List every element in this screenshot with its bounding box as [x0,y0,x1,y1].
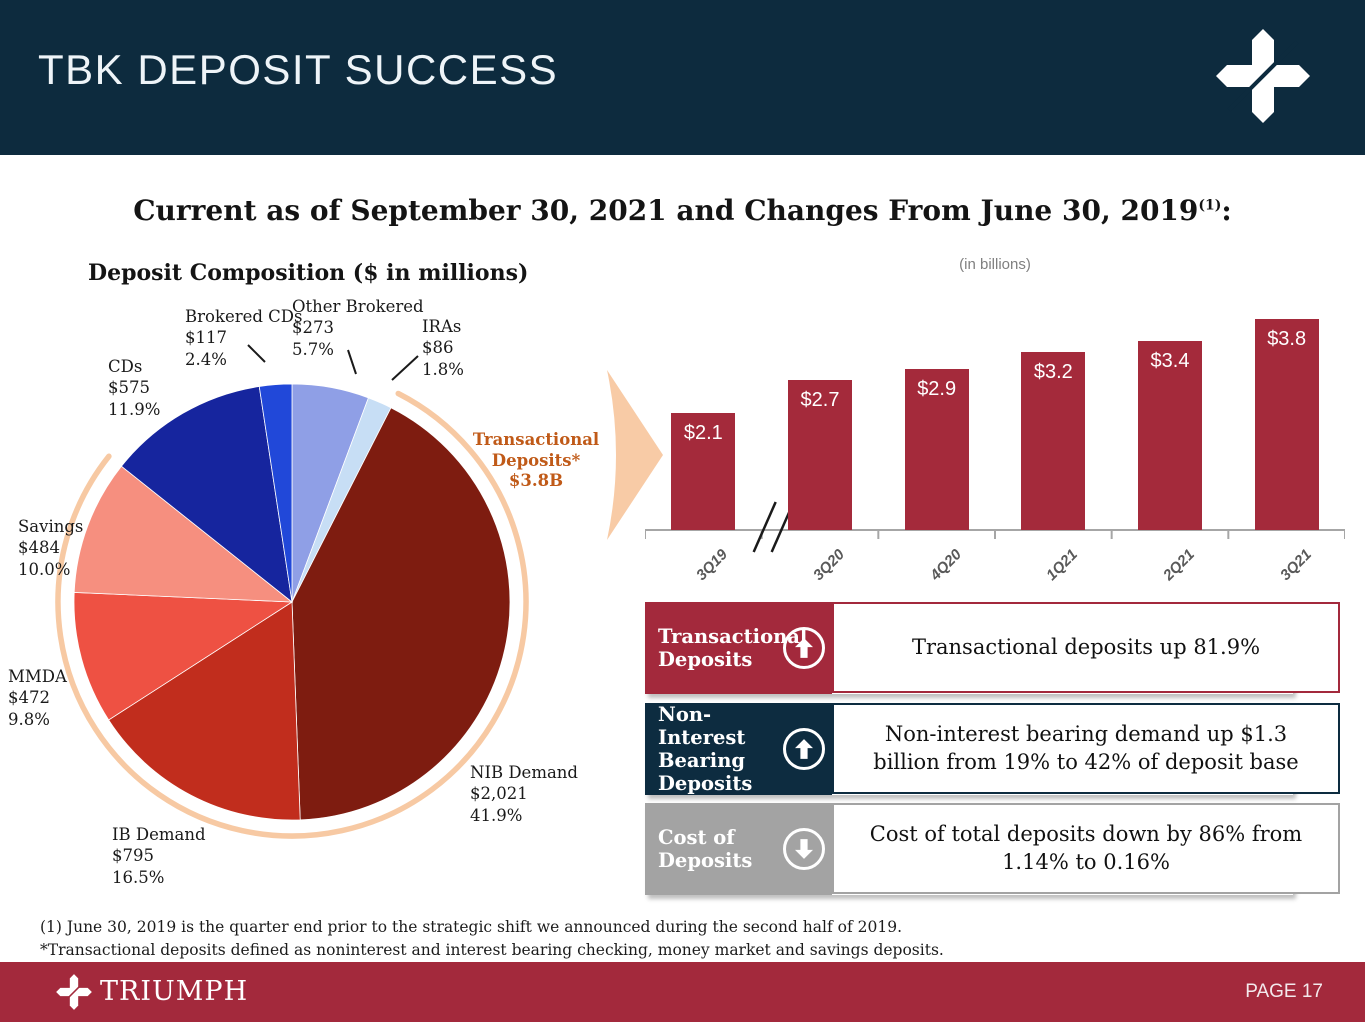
bar-4Q20: $2.9 [904,369,969,530]
footer-logo-icon [56,974,92,1010]
leader-line-other-brokered [347,349,357,375]
pie-label-savings: Savings $484 10.0% [18,517,84,579]
page-title: Current as of September 30, 2021 and Cha… [0,194,1365,227]
bar-1Q21: $3.2 [1021,352,1086,530]
bar-chart: $2.1 3Q19 $2.7 3Q20 $2.9 4Q20 $3.2 1Q21 $3.4 2Q21… [645,300,1345,615]
pie-label-ib-demand: IB Demand $795 16.5% [112,825,206,887]
footnotes: (1) June 30, 2019 is the quarter end pri… [40,916,944,963]
footer-bar: TRIUMPH PAGE 17 [0,962,1365,1022]
bar-2Q21: $3.4 [1138,341,1202,530]
bar-3Q20: $2.7 [788,380,852,530]
callout-panel: Non-Interest Bearing Deposits [645,703,832,795]
callout-title: Cost of Deposits [658,826,753,872]
callout-row-transactional: Transactional Deposits Transactional dep… [645,602,1340,694]
callout-panel: Cost of Deposits [645,803,832,895]
callout-row-cost: Cost of Deposits Cost of total deposits … [645,803,1340,895]
callout-panel: Transactional Deposits [645,602,832,694]
bar-3Q19: $2.1 [671,413,736,530]
pie-label-mmda: MMDA $472 9.8% [8,667,67,729]
callout-title: Transactional Deposits [658,625,808,671]
pie-label-brokered-cds: Brokered CDs $117 2.4% [185,307,303,369]
bar-value-label: $3.2 [1033,361,1073,384]
pie-slice-savings [73,465,294,603]
pie-chart-title: Deposit Composition ($ in millions) [88,260,529,286]
page-number: PAGE 17 [1245,981,1323,1002]
up-arrow-icon [783,728,825,770]
pie-slice-mmda [73,591,294,721]
pie-slice-ib-demand [108,601,301,821]
pie-label-nib-demand: NIB Demand $2,021 41.9% [470,763,578,825]
transactional-annotation: Transactional Deposits* $3.8B [472,430,600,491]
callout-title: Non-Interest Bearing Deposits [658,703,753,795]
transactional-arc [55,390,529,839]
pie-label-cds: CDs $575 11.9% [108,357,161,419]
page-title-text: Current as of September 30, 2021 and Cha… [133,194,1199,227]
pie-label-iras: IRAs $86 1.8% [422,317,464,379]
bar-axis [645,501,1345,553]
axis-break-mark [752,501,777,553]
slide-title: TBK DEPOSIT SUCCESS [38,46,559,93]
footer-brand: TRIUMPH [100,976,249,1007]
triumph-cross-icon [1216,29,1310,123]
bar-value-label: $3.4 [1150,350,1190,373]
pie-slice-cds [120,386,293,603]
pie-chart [55,344,529,839]
callout-row-nib: Non-Interest Bearing Deposits Non-intere… [645,703,1340,795]
header-bar: TBK DEPOSIT SUCCESS [0,0,1365,155]
leader-lines [247,344,419,381]
footnote-line-1: (1) June 30, 2019 is the quarter end pri… [40,918,902,936]
leader-line-brokered-cds [247,344,266,363]
pie-slices [73,383,511,821]
footnote-line-2: *Transactional deposits defined as nonin… [40,941,944,960]
down-arrow-icon [783,828,825,870]
callout-text: Transactional deposits up 81.9% [832,602,1340,693]
bar-units-label: (in billions) [959,256,1031,273]
leader-line-iras [391,355,419,381]
page-title-suffix: : [1221,194,1232,227]
pie-slice-brokered-cds [258,383,293,603]
pie-slice-nib-demand [291,407,511,821]
bar-value-label: $3.8 [1267,328,1307,351]
pie-label-other-brokered: Other Brokered $273 5.7% [292,297,424,359]
page-title-superscript: (1) [1198,197,1222,214]
flow-arrow-icon [607,370,663,540]
callout-text: Non-interest bearing demand up $1.3 bill… [832,703,1340,794]
bar-value-label: $2.9 [917,378,957,401]
bar-value-label: $2.1 [683,422,723,445]
up-arrow-icon [783,627,825,669]
bar-value-label: $2.7 [800,389,840,412]
bar-3Q21: $3.8 [1254,319,1319,530]
callout-text: Cost of total deposits down by 86% from … [832,803,1340,894]
